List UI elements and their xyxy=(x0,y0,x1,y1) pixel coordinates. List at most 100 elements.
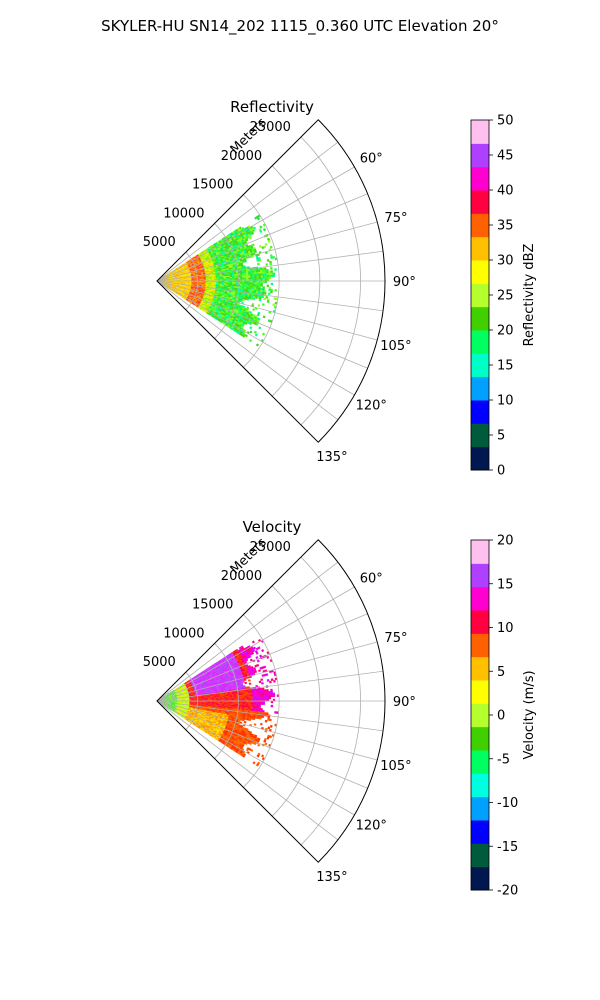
data-cell xyxy=(250,275,253,278)
data-cell xyxy=(240,274,243,277)
data-cell xyxy=(246,276,249,279)
data-cell xyxy=(262,228,267,232)
data-cell xyxy=(243,678,247,682)
data-cell xyxy=(255,343,260,347)
data-cell xyxy=(266,271,269,274)
data-cell xyxy=(257,304,261,307)
data-cell xyxy=(248,282,251,285)
data-cell xyxy=(246,274,249,277)
data-cell xyxy=(226,278,229,280)
range-tick-label: 10000 xyxy=(163,206,204,221)
data-cell xyxy=(254,277,257,280)
data-cell xyxy=(256,273,259,276)
data-cell xyxy=(260,678,264,681)
data-cell xyxy=(267,239,271,243)
data-cell xyxy=(265,673,269,676)
data-cell xyxy=(230,282,233,284)
data-cell xyxy=(266,300,270,303)
colorbar-tick-label: 30 xyxy=(497,254,514,269)
azimuth-tick-label: 135° xyxy=(316,450,347,465)
data-cell xyxy=(256,271,259,275)
data-cell xyxy=(266,274,270,278)
azimuth-gridline xyxy=(156,280,339,421)
data-cell xyxy=(262,286,265,289)
data-cell xyxy=(248,285,251,288)
data-cell xyxy=(256,282,259,285)
data-cell xyxy=(249,690,253,693)
data-cell xyxy=(264,275,268,278)
colorbar-segment xyxy=(471,143,489,168)
data-cell xyxy=(256,284,259,287)
data-cell xyxy=(254,670,257,674)
azimuth-tick-label: 120° xyxy=(356,399,387,414)
data-cell xyxy=(223,278,227,280)
range-tick-label: 5000 xyxy=(143,235,176,250)
data-cell xyxy=(272,303,276,307)
data-cell xyxy=(270,266,273,270)
data-cell xyxy=(246,283,249,286)
colorbar-segment xyxy=(471,190,489,214)
colorbar-tick-label: 35 xyxy=(497,219,514,234)
colorbar-tick-label: 45 xyxy=(497,149,514,164)
data-cell xyxy=(221,277,225,279)
data-cell xyxy=(258,669,261,672)
data-cell xyxy=(258,284,261,287)
data-cell xyxy=(256,659,260,663)
reflectivity-panel: Reflectivity500010000150002000025000Mete… xyxy=(143,98,537,479)
data-cell xyxy=(242,693,245,696)
data-cell xyxy=(258,287,261,291)
data-cell xyxy=(248,284,251,287)
data-cell xyxy=(261,682,264,685)
data-cell xyxy=(249,326,253,330)
data-cell xyxy=(264,243,268,246)
data-cell xyxy=(258,258,262,262)
data-cell xyxy=(230,276,233,279)
data-cell xyxy=(263,297,266,301)
data-cell xyxy=(252,284,255,287)
data-cell xyxy=(242,299,245,302)
data-cell xyxy=(254,273,257,277)
data-cell xyxy=(248,236,252,240)
data-cell xyxy=(253,330,258,334)
data-cell xyxy=(270,268,273,272)
data-cell xyxy=(258,680,262,684)
data-cell xyxy=(254,250,257,254)
data-cell xyxy=(265,296,269,299)
data-cell xyxy=(256,277,259,280)
data-cell xyxy=(242,282,245,285)
colorbar-tick-label: 5 xyxy=(497,429,505,444)
colorbar-segment xyxy=(471,400,489,424)
data-cell xyxy=(266,276,270,280)
data-cell xyxy=(266,679,270,682)
data-cell xyxy=(257,262,260,266)
data-cell xyxy=(248,272,251,275)
data-cell xyxy=(244,274,247,277)
data-cell xyxy=(272,255,276,259)
data-cell xyxy=(242,276,245,279)
data-cell xyxy=(262,277,266,280)
azimuth-gridline xyxy=(156,166,355,282)
data-cell xyxy=(244,693,247,696)
data-cell xyxy=(268,276,272,280)
data-cell xyxy=(230,278,233,280)
data-cell xyxy=(256,275,259,278)
data-cell xyxy=(258,273,261,276)
data-cell xyxy=(252,229,256,233)
data-cell xyxy=(250,284,253,287)
data-cell xyxy=(244,260,247,263)
data-cell xyxy=(258,689,261,693)
data-cell xyxy=(252,285,255,288)
data-cell xyxy=(261,648,265,653)
data-cell xyxy=(242,283,245,286)
figure-title: SKYLER-HU SN14_202 1115_0.360 UTC Elevat… xyxy=(101,17,499,36)
data-cell xyxy=(254,284,257,287)
data-cell xyxy=(258,245,262,248)
data-cell xyxy=(262,273,265,276)
data-cell xyxy=(258,277,261,280)
data-cell xyxy=(270,274,274,278)
data-cell xyxy=(244,241,248,244)
data-cell xyxy=(270,678,274,682)
colorbar-tick-label: 15 xyxy=(497,359,514,374)
data-cell xyxy=(266,284,270,288)
data-cell xyxy=(274,268,277,271)
